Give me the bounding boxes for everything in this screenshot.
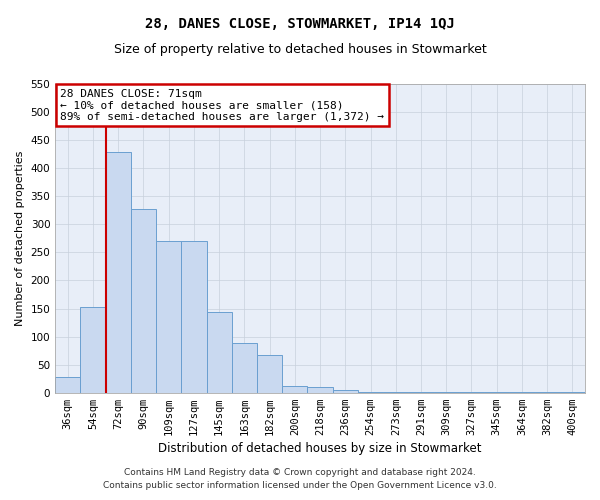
Bar bbox=[55, 377, 80, 392]
X-axis label: Distribution of detached houses by size in Stowmarket: Distribution of detached houses by size … bbox=[158, 442, 482, 455]
Bar bbox=[257, 354, 282, 393]
Text: Size of property relative to detached houses in Stowmarket: Size of property relative to detached ho… bbox=[113, 42, 487, 56]
Bar bbox=[332, 390, 358, 392]
Text: Contains HM Land Registry data © Crown copyright and database right 2024.
Contai: Contains HM Land Registry data © Crown c… bbox=[103, 468, 497, 490]
Bar bbox=[206, 312, 232, 392]
Text: 28, DANES CLOSE, STOWMARKET, IP14 1QJ: 28, DANES CLOSE, STOWMARKET, IP14 1QJ bbox=[145, 18, 455, 32]
Text: 28 DANES CLOSE: 71sqm
← 10% of detached houses are smaller (158)
89% of semi-det: 28 DANES CLOSE: 71sqm ← 10% of detached … bbox=[61, 88, 385, 122]
Bar bbox=[307, 387, 332, 392]
Bar bbox=[232, 344, 257, 392]
Bar bbox=[106, 152, 131, 392]
Bar bbox=[181, 241, 206, 392]
Bar bbox=[131, 208, 156, 392]
Y-axis label: Number of detached properties: Number of detached properties bbox=[15, 150, 25, 326]
Bar bbox=[80, 308, 106, 392]
Bar bbox=[282, 386, 307, 392]
Bar bbox=[156, 241, 181, 392]
